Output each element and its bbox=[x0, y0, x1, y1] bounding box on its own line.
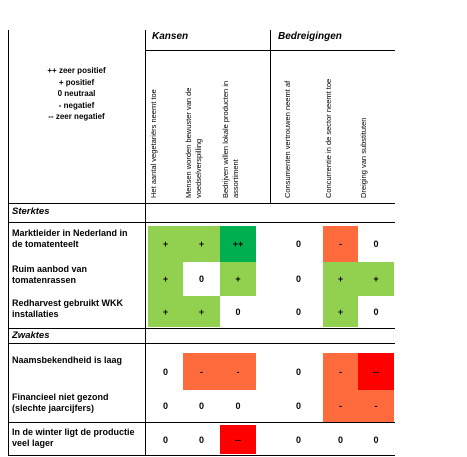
cell: - bbox=[183, 353, 220, 390]
cell: 0 bbox=[282, 296, 315, 327]
section-title: Zwaktes bbox=[12, 330, 50, 341]
border bbox=[8, 343, 395, 344]
cell: 0 bbox=[183, 425, 220, 454]
border bbox=[8, 328, 395, 329]
cell: + bbox=[358, 262, 394, 296]
column-header: Bedrijven willen lokale producten in ass… bbox=[221, 80, 240, 198]
cell: 0 bbox=[148, 390, 183, 422]
row-label: Ruim aanbod van tomatenrassen bbox=[12, 264, 88, 285]
cell: 0 bbox=[358, 226, 394, 262]
cell: 0 bbox=[183, 390, 220, 422]
cell: 0 bbox=[282, 262, 315, 296]
border bbox=[145, 30, 146, 455]
cell: 0 bbox=[148, 353, 183, 390]
cell: 0 bbox=[282, 390, 315, 422]
cell: - bbox=[323, 226, 358, 262]
row-label: In de winter ligt de productie veel lage… bbox=[12, 427, 135, 448]
column-header: Consumenten vertrouwen neemt af bbox=[283, 80, 292, 198]
cell: - bbox=[323, 353, 358, 390]
cell: 0 bbox=[282, 226, 315, 262]
row-label: Redharvest gebruikt WKK installaties bbox=[12, 298, 124, 319]
border bbox=[8, 203, 395, 204]
cell: -- bbox=[358, 353, 394, 390]
cell: - bbox=[323, 390, 358, 422]
cell: 0 bbox=[148, 425, 183, 454]
cell: + bbox=[183, 226, 220, 262]
column-header: Dreiging van substituten bbox=[359, 117, 368, 198]
cell: + bbox=[220, 262, 256, 296]
cell: - bbox=[220, 353, 256, 390]
cell: 0 bbox=[358, 296, 394, 327]
bedreigingen-header: Bedreigingen bbox=[278, 31, 342, 42]
legend-item: + positief bbox=[58, 77, 95, 87]
cell: + bbox=[148, 296, 183, 327]
column-header: Het aantal vegetariërs neemt toe bbox=[149, 89, 158, 198]
cell: + bbox=[323, 262, 358, 296]
column-header: Mensen worden bewuster van de voedselver… bbox=[184, 87, 203, 198]
column-header: Concurrentie in de sector neemt toe bbox=[324, 78, 333, 198]
legend-item: -- zeer negatief bbox=[48, 112, 105, 121]
cell: + bbox=[183, 296, 220, 327]
border bbox=[270, 30, 271, 203]
cell: 0 bbox=[323, 425, 358, 454]
cell: 0 bbox=[220, 390, 256, 422]
border bbox=[8, 455, 395, 456]
cell: ++ bbox=[220, 226, 256, 262]
legend-item: ++ zeer positief bbox=[47, 66, 106, 75]
kansen-header: Kansen bbox=[152, 31, 189, 42]
border bbox=[8, 422, 395, 423]
section-title: Sterktes bbox=[12, 206, 50, 217]
row-label: Naamsbekendheid is laag bbox=[12, 355, 123, 365]
cell: 0 bbox=[282, 425, 315, 454]
border bbox=[8, 222, 395, 223]
row-label: Marktleider in Nederland in de tomatente… bbox=[12, 228, 128, 249]
legend-item: - negatief bbox=[58, 100, 95, 110]
border bbox=[145, 50, 395, 51]
legend-item: 0 neutraal bbox=[57, 89, 96, 98]
border bbox=[8, 30, 9, 455]
cell: - bbox=[358, 390, 394, 422]
cell: + bbox=[323, 296, 358, 327]
cell: -- bbox=[220, 425, 256, 454]
row-label: Financieel niet gezond (slechte jaarcijf… bbox=[12, 392, 109, 413]
cell: + bbox=[148, 262, 183, 296]
cell: 0 bbox=[358, 425, 394, 454]
cell: 0 bbox=[220, 296, 256, 327]
cell: 0 bbox=[183, 262, 220, 296]
cell: 0 bbox=[282, 353, 315, 390]
cell: + bbox=[148, 226, 183, 262]
